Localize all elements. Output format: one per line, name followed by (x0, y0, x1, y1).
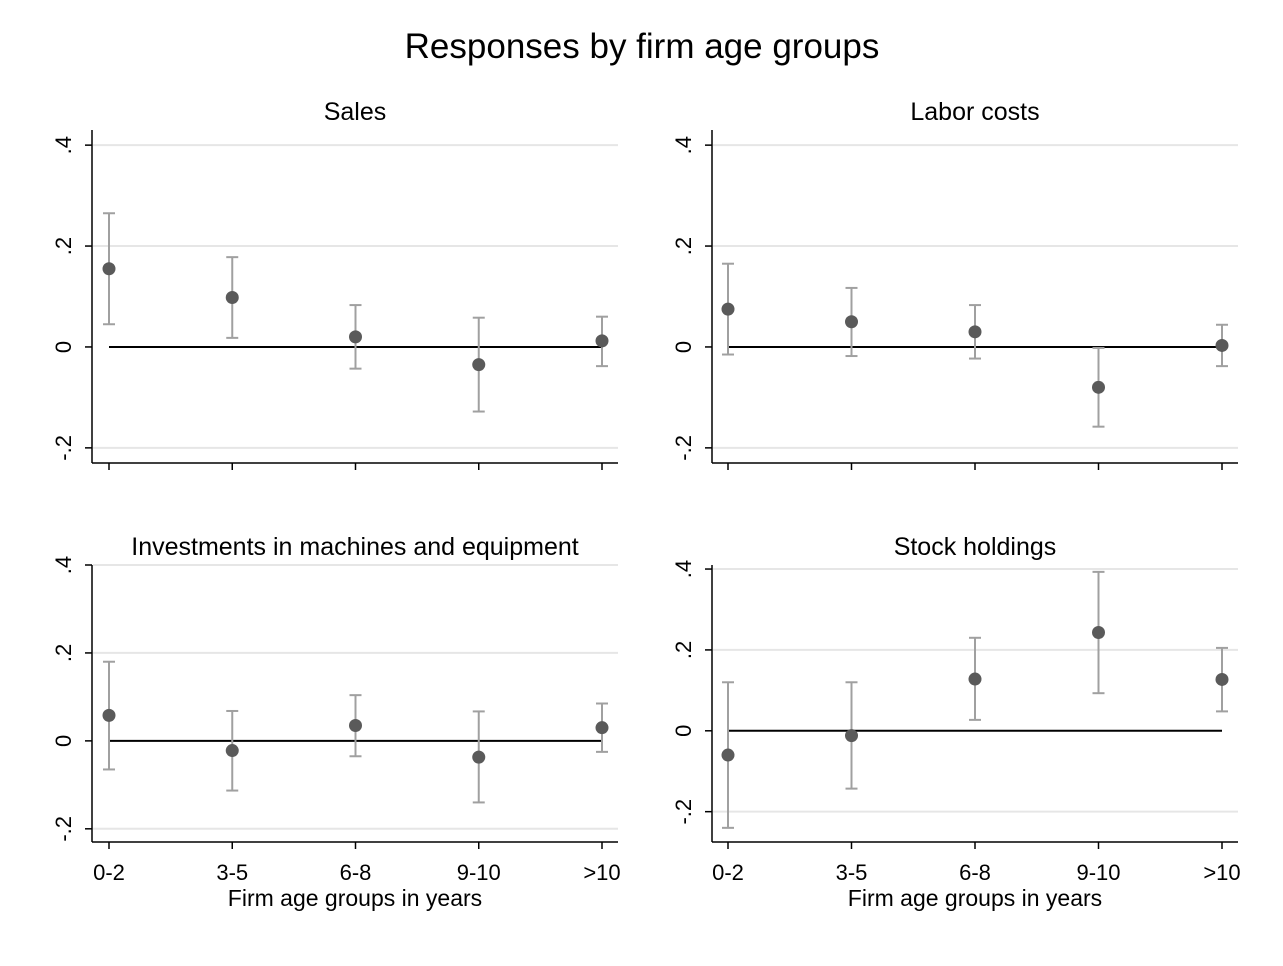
point-estimate (349, 330, 362, 344)
point-estimate (1092, 380, 1105, 394)
point-estimate (721, 748, 735, 762)
x-tick-label: 6-8 (340, 860, 372, 885)
point-estimate (225, 744, 239, 758)
point-estimate (1215, 338, 1229, 352)
point-estimate (1215, 672, 1229, 686)
y-tick-label: .2 (671, 237, 696, 255)
point-estimate (968, 672, 982, 686)
panel-title: Investments in machines and equipment (131, 533, 579, 561)
y-tick-label: 0 (671, 725, 696, 737)
y-tick-label: .2 (51, 644, 76, 662)
y-tick-label: -.2 (51, 435, 76, 461)
panel-title: Stock holdings (894, 533, 1057, 561)
point-estimate (595, 721, 609, 735)
x-tick-label: >10 (1203, 860, 1240, 885)
point-estimate (721, 302, 735, 316)
panel-title: Labor costs (910, 98, 1039, 126)
point-estimate (225, 291, 239, 305)
point-estimate (845, 315, 858, 329)
x-tick-label: 9-10 (457, 860, 501, 885)
x-tick-label: 0-2 (93, 860, 125, 885)
y-tick-label: .4 (51, 136, 76, 154)
y-tick-label: 0 (51, 735, 76, 747)
point-estimate (349, 718, 362, 732)
y-tick-label: .2 (671, 641, 696, 659)
panel-4: Stock holdings -.2 0 .2 .4 0-2 3-5 6-8 9-10 >10 Fi… (671, 533, 1241, 911)
y-tick-label: -.2 (51, 816, 76, 842)
y-tick-label: .4 (51, 556, 76, 574)
panel-1: Sales -.2 0 .2 .4 (51, 98, 618, 470)
x-tick-label: 6-8 (959, 860, 991, 885)
point-estimate (472, 750, 486, 764)
x-tick-label: 3-5 (836, 860, 868, 885)
y-tick-label: .4 (671, 560, 696, 578)
y-tick-label: 0 (671, 341, 696, 353)
panel-title: Sales (324, 98, 387, 126)
x-axis-title: Firm age groups in years (848, 885, 1102, 911)
point-estimate (595, 334, 609, 348)
x-tick-label: 9-10 (1076, 860, 1120, 885)
point-estimate (102, 708, 116, 722)
point-estimate (102, 262, 116, 276)
point-estimate (845, 729, 858, 743)
panel-2: Labor costs -.2 0 .2 .4 (671, 98, 1238, 470)
y-tick-label: .2 (51, 237, 76, 255)
point-estimate (968, 325, 982, 339)
point-estimate (1092, 626, 1105, 640)
y-tick-label: -.2 (671, 799, 696, 825)
x-tick-label: >10 (583, 860, 620, 885)
panel-3: Investments in machines and equipment -.2… (51, 533, 621, 911)
y-tick-label: -.2 (671, 435, 696, 461)
x-tick-label: 3-5 (216, 860, 248, 885)
y-tick-label: 0 (51, 341, 76, 353)
x-tick-label: 0-2 (712, 860, 744, 885)
y-tick-label: .4 (671, 136, 696, 154)
x-axis-title: Firm age groups in years (228, 885, 482, 911)
chart-title: Responses by firm age groups (405, 27, 880, 66)
point-estimate (472, 358, 486, 372)
